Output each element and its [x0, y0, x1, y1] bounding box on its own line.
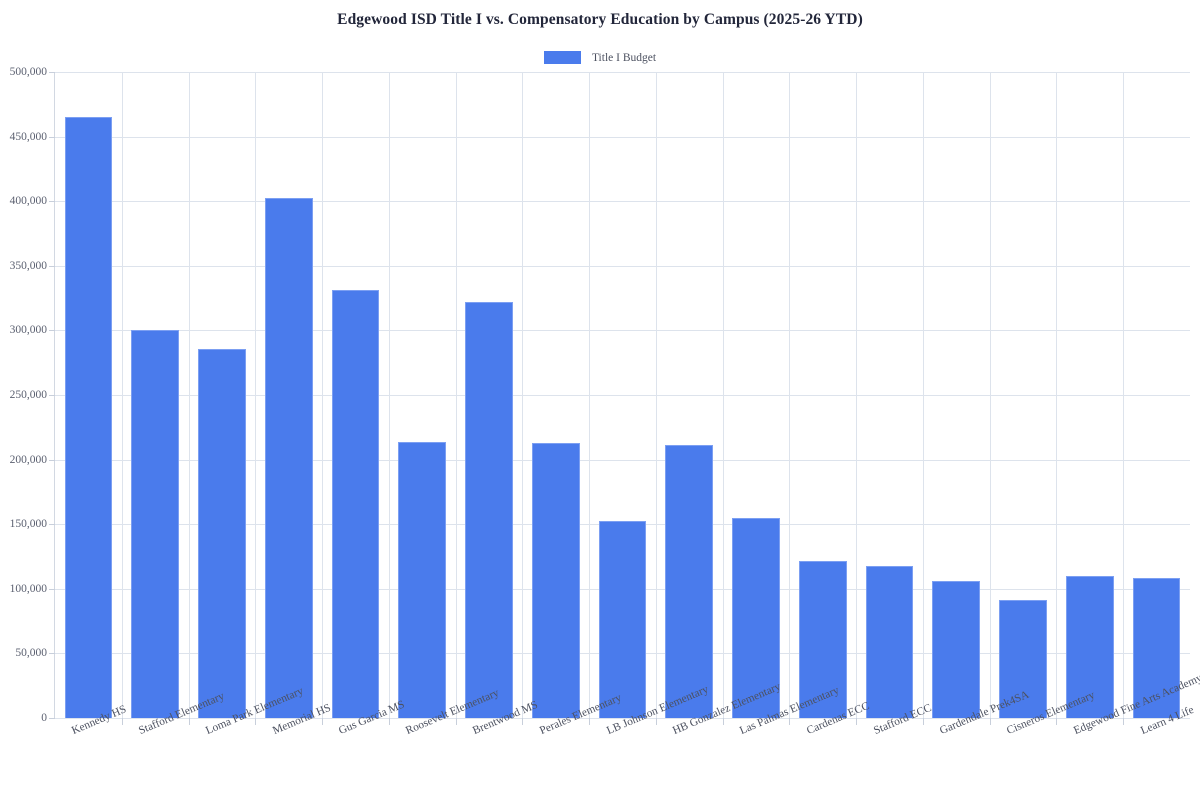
gridline-horizontal [55, 718, 1190, 719]
x-tick-mark [122, 718, 123, 725]
chart-title: Edgewood ISD Title I vs. Compensatory Ed… [337, 11, 863, 28]
bar[interactable] [264, 197, 313, 718]
gridline-vertical [589, 72, 590, 718]
gridline-vertical [990, 72, 991, 718]
x-tick-mark [389, 718, 390, 725]
x-tick-mark [856, 718, 857, 725]
bar[interactable] [198, 349, 246, 718]
y-tick-mark [49, 395, 55, 396]
x-axis-tick-labels: Kennedy HS Stafford Elementary Loma Park E… [55, 672, 1200, 800]
bar[interactable] [465, 301, 513, 718]
y-axis-tick-label: 50,000 [15, 647, 47, 660]
y-axis-tick-label: 200,000 [9, 453, 47, 466]
gridline-horizontal [55, 72, 1190, 73]
x-tick-mark [322, 718, 323, 725]
y-tick-mark [49, 330, 55, 332]
x-tick-mark [656, 718, 657, 725]
y-tick-mark [49, 588, 55, 590]
bar[interactable] [331, 290, 380, 718]
x-tick-mark [923, 718, 924, 725]
gridline-vertical [122, 72, 123, 718]
y-axis-tick-label: 450,000 [9, 130, 47, 143]
y-tick-mark [49, 653, 55, 655]
legend-swatch-icon [543, 51, 581, 64]
x-tick-mark [1056, 718, 1057, 725]
gridline-vertical [322, 72, 323, 718]
y-axis-tick-label: 350,000 [9, 259, 47, 272]
legend-label: Title I Budget [591, 51, 657, 64]
bar[interactable] [1065, 575, 1114, 718]
bar[interactable] [398, 442, 447, 718]
gridline-vertical [456, 72, 457, 718]
y-axis-tick-label: 250,000 [9, 389, 47, 401]
bar[interactable] [64, 117, 113, 718]
y-tick-mark [49, 265, 55, 267]
gridline-horizontal [55, 136, 1190, 138]
y-axis-tick-label: 500,000 [9, 66, 47, 78]
x-tick-mark [522, 718, 523, 725]
gridline-horizontal [55, 265, 1190, 267]
bar[interactable] [598, 520, 647, 718]
gridline-vertical [1123, 72, 1124, 718]
bar[interactable] [665, 444, 714, 718]
x-tick-mark [723, 718, 724, 725]
gridline-vertical [789, 72, 790, 718]
gridline-vertical [656, 72, 657, 718]
y-tick-mark [49, 72, 55, 73]
gridline-vertical [255, 72, 256, 718]
chart-legend: Title I Budget [0, 51, 1200, 64]
gridline-vertical [1056, 72, 1057, 718]
bar[interactable] [1132, 578, 1181, 718]
x-tick-mark [589, 718, 590, 725]
y-tick-mark [49, 524, 55, 526]
y-axis-tick-label: 300,000 [9, 324, 47, 337]
y-tick-mark [49, 201, 55, 203]
gridline-horizontal [55, 330, 1190, 332]
x-tick-mark [990, 718, 991, 725]
gridline-vertical [856, 72, 857, 718]
bar[interactable] [932, 581, 981, 718]
x-tick-mark [189, 718, 190, 725]
y-axis-tick-label: 100,000 [9, 582, 47, 595]
bar[interactable] [798, 561, 847, 718]
gridline-horizontal [55, 201, 1190, 203]
x-tick-mark [255, 718, 256, 725]
y-tick-mark [49, 136, 55, 138]
x-tick-mark [456, 718, 457, 725]
bar[interactable] [865, 566, 914, 718]
y-axis-tick-label: 150,000 [9, 518, 47, 531]
gridline-vertical [389, 72, 390, 718]
x-tick-mark [789, 718, 790, 725]
gridline-vertical [923, 72, 924, 718]
gridline-vertical [522, 72, 523, 718]
x-tick-mark [1123, 718, 1124, 725]
plot-area: 500,000 450,000 400,000 350,000 300,000 250,0… [10, 66, 1190, 725]
bar[interactable] [531, 443, 580, 718]
legend-item-title-i-budget[interactable]: Title I Budget [543, 51, 657, 64]
gridline-horizontal [55, 395, 1190, 396]
bar[interactable] [732, 517, 780, 718]
y-tick-mark [49, 718, 55, 719]
gridline-vertical [723, 72, 724, 718]
y-axis-tick-label: 0 [41, 712, 47, 724]
y-axis-tick-label: 400,000 [9, 195, 47, 208]
bar[interactable] [131, 330, 179, 718]
gridline-horizontal [55, 459, 1190, 461]
gridline-vertical [189, 72, 190, 718]
bar[interactable] [999, 600, 1047, 718]
y-tick-mark [49, 459, 55, 461]
